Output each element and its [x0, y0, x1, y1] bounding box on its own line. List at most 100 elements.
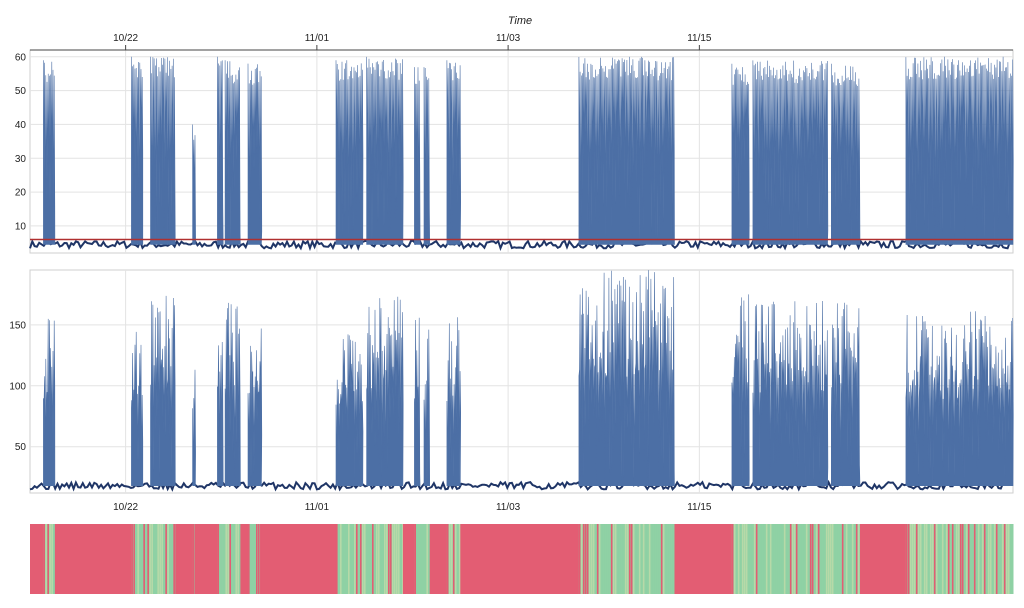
state-stripe	[933, 524, 936, 594]
state-stripe	[149, 524, 151, 594]
state-stripe	[233, 524, 236, 594]
state-stripe	[248, 524, 250, 594]
state-stripe	[781, 524, 784, 594]
state-stripe	[853, 524, 856, 594]
state-stripe	[51, 524, 53, 594]
top-x-axis-title: Time	[508, 15, 532, 27]
activity-spikes	[423, 67, 431, 245]
state-stripe	[773, 524, 776, 594]
state-segment-active	[217, 524, 242, 594]
state-segment-active	[335, 524, 404, 594]
state-stripe	[937, 524, 940, 594]
active-window-11	[446, 317, 462, 486]
activity-spikes	[752, 60, 829, 245]
state-stripe	[363, 524, 366, 594]
state-stripe	[145, 524, 147, 594]
state-stripe	[416, 524, 419, 594]
state-stripe	[935, 524, 938, 594]
y-tick-label: 50	[15, 86, 27, 97]
state-segment-active	[446, 524, 461, 594]
state-stripe	[983, 524, 986, 594]
state-stripe	[163, 524, 165, 594]
activity-spikes	[150, 295, 176, 486]
state-stripe	[839, 524, 842, 594]
state-stripe	[999, 524, 1002, 594]
x-tick-label: 11/15	[687, 502, 712, 513]
state-segment-inactive	[175, 524, 193, 594]
state-stripe	[159, 524, 161, 594]
active-window-8	[366, 56, 404, 245]
activity-spikes	[192, 369, 196, 486]
activity-spikes	[192, 124, 196, 245]
state-stripe	[221, 524, 224, 594]
state-stripe	[377, 524, 380, 594]
active-window-13	[731, 63, 750, 245]
activity-spikes	[43, 60, 56, 245]
state-stripe	[157, 524, 159, 594]
state-stripe	[345, 524, 348, 594]
state-stripe	[753, 524, 756, 594]
state-stripe	[586, 524, 589, 594]
state-stripe	[931, 524, 934, 594]
y-tick-label: 40	[15, 120, 27, 131]
state-stripe	[797, 524, 800, 594]
state-stripe	[630, 524, 633, 594]
state-stripe	[250, 524, 252, 594]
state-stripe	[989, 524, 992, 594]
state-stripe	[644, 524, 647, 594]
activity-spikes	[423, 329, 431, 486]
state-stripe	[813, 524, 816, 594]
activity-spikes	[131, 331, 144, 486]
state-stripe	[580, 524, 583, 594]
active-window-4	[217, 341, 224, 486]
state-stripe	[192, 524, 195, 594]
state-stripe	[578, 524, 581, 594]
activity-spikes	[131, 56, 144, 245]
state-stripe	[803, 524, 806, 594]
y-tick-label: 100	[9, 381, 26, 392]
state-stripe	[610, 524, 613, 594]
active-window-0	[43, 60, 56, 245]
state-segment-active	[414, 524, 431, 594]
state-stripe	[971, 524, 974, 594]
state-stripe	[642, 524, 645, 594]
state-stripe	[945, 524, 948, 594]
active-window-11	[446, 60, 462, 245]
state-stripe	[343, 524, 346, 594]
active-window-16	[905, 56, 1014, 245]
activity-spikes	[578, 270, 675, 486]
state-stripe	[612, 524, 615, 594]
state-stripe	[353, 524, 356, 594]
state-stripe	[355, 524, 358, 594]
activity-spikes	[366, 56, 404, 245]
state-stripe	[141, 524, 143, 594]
state-stripe	[771, 524, 774, 594]
state-stripe	[777, 524, 780, 594]
state-stripe	[391, 524, 394, 594]
state-segment-active	[131, 524, 176, 594]
state-stripe	[454, 524, 457, 594]
state-stripe	[414, 524, 417, 594]
state-stripe	[1007, 524, 1010, 594]
state-stripe	[851, 524, 854, 594]
state-stripe	[426, 524, 429, 594]
active-window-5	[224, 60, 241, 245]
state-stripe	[650, 524, 653, 594]
active-window-5	[224, 302, 241, 486]
state-stripe	[594, 524, 597, 594]
state-stripe	[915, 524, 918, 594]
state-stripe	[217, 524, 220, 594]
active-window-8	[366, 296, 404, 486]
state-stripe	[801, 524, 804, 594]
state-stripe	[399, 524, 402, 594]
state-stripe	[656, 524, 659, 594]
state-stripe	[979, 524, 982, 594]
state-stripe	[375, 524, 378, 594]
active-window-9	[414, 67, 421, 245]
state-stripe	[151, 524, 153, 594]
state-stripe	[351, 524, 354, 594]
state-stripe	[965, 524, 968, 594]
activity-spikes	[150, 56, 176, 245]
active-window-15	[831, 302, 861, 486]
